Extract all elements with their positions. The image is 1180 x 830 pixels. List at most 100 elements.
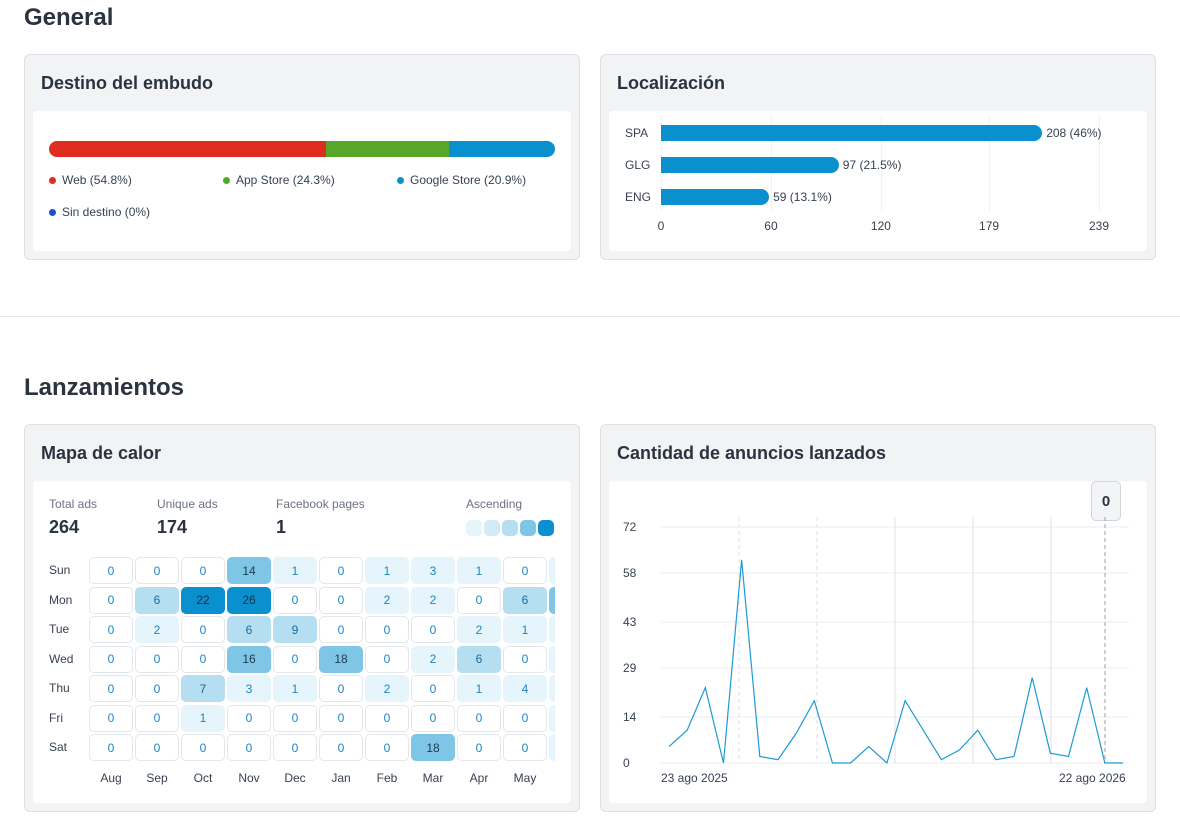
stat-unique-ads-label: Unique ads [157,497,218,511]
location-bar[interactable] [661,189,770,205]
heatmap-cell[interactable]: 0 [365,616,409,643]
heatmap-cell[interactable]: 0 [411,616,455,643]
heatmap-cell[interactable]: 0 [273,586,317,614]
heatmap-cell[interactable]: 0 [227,704,271,732]
heatmap-cell[interactable]: 22 [181,586,225,614]
heatmap-cell[interactable]: 0 [135,557,179,584]
heatmap-cell[interactable]: 0 [411,675,455,702]
heatmap-cell[interactable]: 7 [181,675,225,702]
heatmap-cell[interactable]: 0 [181,616,225,643]
heatmap-cell[interactable]: 2 [411,645,455,673]
heatmap-cell[interactable]: 2 [411,586,455,614]
heatmap-cell[interactable]: 18 [319,645,363,673]
series-line[interactable] [668,559,1123,765]
heatmap-cell[interactable]: 0 [273,645,317,673]
heatmap-cell[interactable]: 0 [503,645,547,673]
heatmap-cell[interactable]: 1 [273,675,317,702]
location-bar[interactable] [661,157,839,173]
heatmap-cell[interactable]: 26 [227,586,271,614]
heatmap-cell[interactable]: 6 [503,586,547,614]
y-tick-label: 72 [623,520,637,534]
heatmap-cell[interactable]: 4 [503,675,547,702]
heatmap-cell[interactable]: 0 [89,734,133,761]
heatmap-cell[interactable]: 0 [181,734,225,761]
funnel-legend-web[interactable]: Web (54.8%) [49,173,132,187]
heatmap-cell[interactable]: 0 [135,704,179,732]
scale-label: Ascending [466,497,523,511]
heatmap-cell[interactable]: 0 [319,616,363,643]
heatmap-cell[interactable]: 2 [365,675,409,702]
funnel-legend-google-store[interactable]: Google Store (20.9%) [397,173,526,187]
heatmap-cell[interactable]: 1 [457,557,501,584]
heatmap-cell[interactable]: 14 [227,557,271,584]
heatmap-cell[interactable]: 0 [89,645,133,673]
heatmap-cell[interactable]: 0 [319,675,363,702]
heatmap-cell[interactable]: 1 [503,616,547,643]
grid-line [1099,115,1100,211]
heatmap-cell[interactable]: 0 [365,704,409,732]
y-tick-label: 58 [623,565,637,580]
heatmap-cell[interactable]: 0 [319,557,363,584]
heatmap-cell[interactable]: 0 [89,616,133,643]
day-label: Sat [49,740,68,754]
heatmap-cell[interactable]: 1 [273,557,317,584]
legend-label: Web (54.8%) [62,173,132,187]
day-label: Thu [49,681,70,695]
y-tick-label: 29 [623,660,637,675]
heatmap-cell[interactable]: 3 [411,557,455,584]
section-title-launches: Lanzamientos [24,374,185,401]
heatmap-cell[interactable]: 16 [227,645,271,673]
heatmap-cell[interactable]: 0 [273,734,317,761]
heatmap-cell[interactable]: 1 [457,675,501,702]
heatmap-cell-overflow [549,616,555,643]
heatmap-cell[interactable]: 2 [365,586,409,614]
heatmap-cell[interactable]: 1 [181,704,225,732]
heatmap-cell[interactable]: 0 [365,645,409,673]
heatmap-cell[interactable]: 0 [227,734,271,761]
heatmap-cell[interactable]: 0 [457,704,501,732]
funnel-legend-sin-destino[interactable]: Sin destino (0%) [49,205,150,219]
heatmap-cell[interactable]: 0 [503,734,547,761]
location-bar[interactable] [661,125,1043,141]
heatmap-cell[interactable]: 6 [457,645,501,673]
heatmap-cell[interactable]: 0 [135,645,179,673]
heatmap-cell[interactable]: 0 [503,557,547,584]
heatmap-cell[interactable]: 2 [135,616,179,643]
heatmap-cell-overflow [549,704,555,732]
heatmap-cell[interactable]: 0 [181,557,225,584]
heatmap-cell[interactable]: 0 [273,704,317,732]
heatmap-cell[interactable]: 0 [319,704,363,732]
heatmap-cell[interactable]: 0 [135,734,179,761]
heatmap-cell[interactable]: 0 [457,734,501,761]
scale-swatch [520,520,536,536]
heatmap-cell[interactable]: 0 [89,704,133,732]
heatmap-cell[interactable]: 0 [135,675,179,702]
heatmap-cell[interactable]: 0 [319,734,363,761]
heatmap-cell[interactable]: 0 [411,704,455,732]
month-label: Mar [422,771,444,785]
funnel-segment[interactable] [326,141,450,157]
heatmap-cell[interactable]: 1 [365,557,409,584]
heatmap-cell[interactable]: 3 [227,675,271,702]
heatmap-cell[interactable]: 0 [181,645,225,673]
heatmap-cell[interactable]: 0 [89,557,133,584]
heatmap-cell[interactable]: 0 [365,734,409,761]
category-label: SPA [625,126,649,140]
heatmap-cell[interactable]: 2 [457,616,501,643]
heatmap-cell[interactable]: 0 [319,586,363,614]
heatmap-cell[interactable]: 0 [89,675,133,702]
launched-line-chart: 72 58 43 29 14 0 23 ago 2025 22 ago 2026 [609,481,1147,803]
heatmap-cell[interactable]: 6 [227,616,271,643]
funnel-legend-app-store[interactable]: App Store (24.3%) [223,173,335,187]
heatmap-cell[interactable]: 9 [273,616,317,643]
heatmap-card-body: Total ads 264 Unique ads 174 Facebook pa… [33,481,571,803]
heatmap-cell[interactable]: 6 [135,586,179,614]
heatmap-cell[interactable]: 0 [457,586,501,614]
heatmap-cell[interactable]: 18 [411,734,455,761]
funnel-segment[interactable] [49,141,327,157]
funnel-segment[interactable] [449,141,555,157]
heatmap-cell[interactable]: 0 [89,586,133,614]
count-badge[interactable]: 0 [1091,481,1121,521]
heatmap-cell[interactable]: 0 [503,704,547,732]
legend-dot-icon [223,176,230,184]
